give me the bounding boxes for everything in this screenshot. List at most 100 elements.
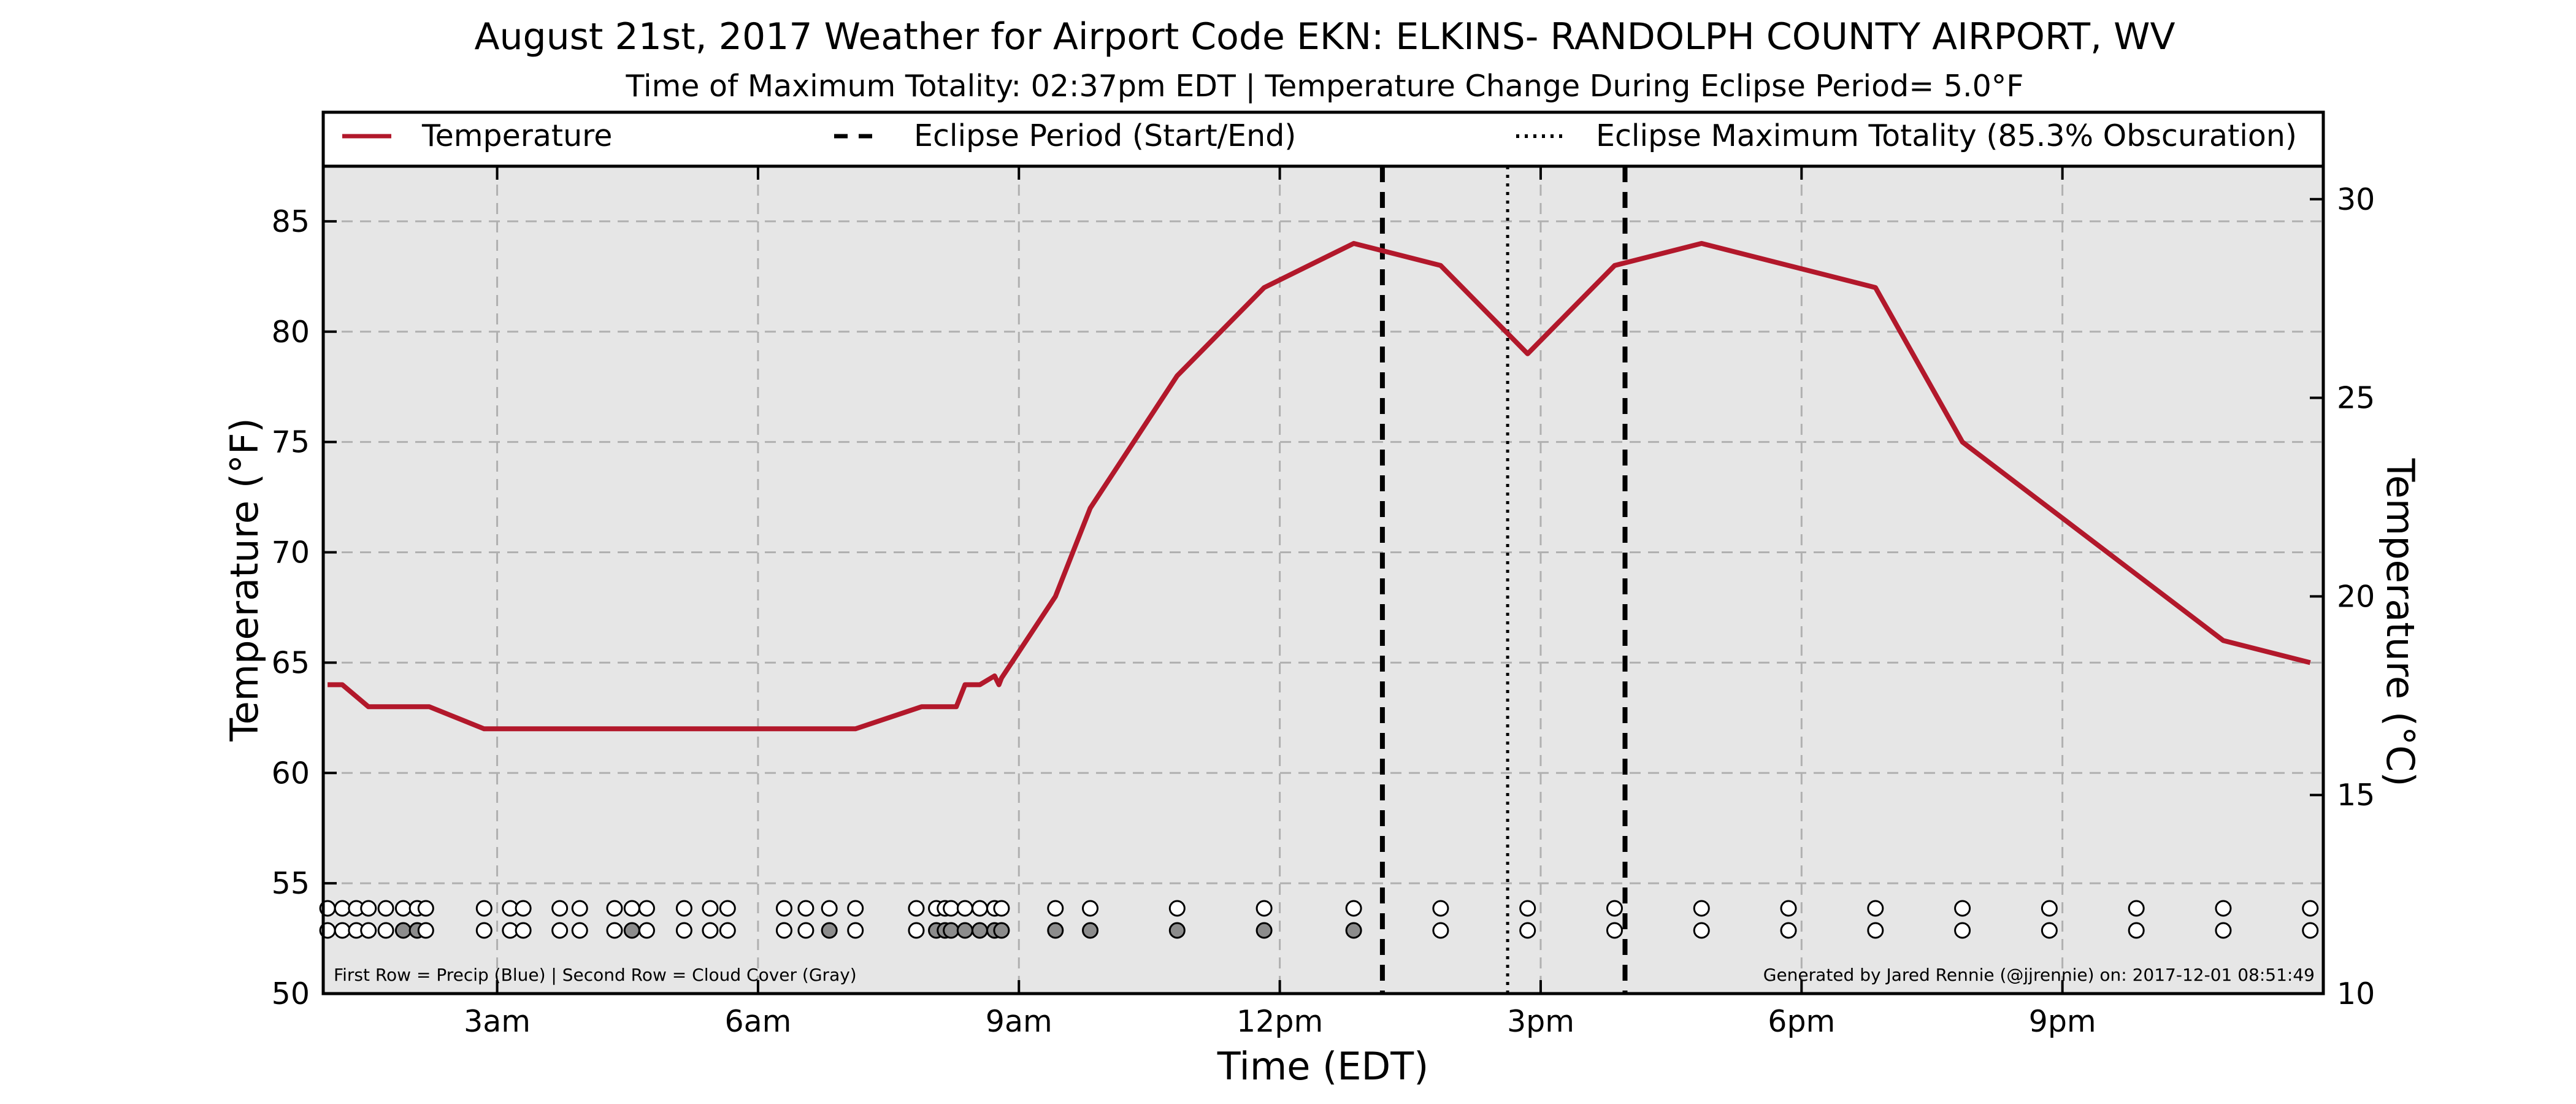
cloud-cover-marker	[1780, 922, 1797, 939]
precip-marker	[1606, 900, 1623, 917]
footnote-right: Generated by Jared Rennie (@jjrennie) on…	[1763, 965, 2315, 985]
cloud-cover-marker	[475, 922, 493, 939]
precip-marker	[606, 900, 623, 917]
cloud-cover-marker	[1255, 922, 1273, 939]
precip-marker	[1867, 900, 1884, 917]
precip-marker	[908, 900, 925, 917]
y-axis-label-right: Temperature (°C)	[2378, 458, 2423, 786]
cloud-cover-marker	[1047, 922, 1064, 939]
precip-marker	[1047, 900, 1064, 917]
cloud-cover-marker	[1432, 922, 1449, 939]
cloud-cover-marker	[2128, 922, 2145, 939]
cloud-cover-marker	[360, 922, 377, 939]
y-tick-label-left: 70	[272, 535, 310, 570]
chart-title: August 21st, 2017 Weather for Airport Co…	[474, 15, 2175, 58]
x-tick-label: 3pm	[1507, 1004, 1574, 1039]
cloud-cover-marker	[623, 922, 640, 939]
legend-temperature-label: Temperature	[421, 118, 612, 153]
precip-marker	[1693, 900, 1710, 917]
temperature-line	[328, 240, 2311, 732]
y-tick-label-left: 80	[272, 315, 310, 350]
precip-marker	[417, 900, 434, 917]
y-tick-label-left: 60	[272, 756, 310, 791]
grid	[323, 166, 2323, 994]
cloud-cover-marker	[1519, 922, 1536, 939]
precip-marker	[515, 900, 532, 917]
precip-marker	[993, 900, 1010, 917]
y-tick-label-left: 75	[272, 425, 310, 460]
plot-area	[323, 166, 2323, 994]
precip-marker	[821, 900, 838, 917]
y-tick-label-left: 65	[272, 645, 310, 680]
cloud-cover-marker	[993, 922, 1010, 939]
cloud-cover-marker	[515, 922, 532, 939]
plot-frame	[321, 164, 2325, 995]
y-axis-label-left: Temperature (°F)	[222, 418, 267, 742]
temperature-series	[328, 240, 2311, 732]
x-tick-label: 9am	[986, 1004, 1052, 1039]
precip-marker	[571, 900, 588, 917]
precip-marker	[971, 900, 988, 917]
cloud-cover-marker	[1082, 922, 1099, 939]
cloud-cover-marker	[377, 922, 394, 939]
cloud-cover-marker	[1345, 922, 1362, 939]
precip-marker	[943, 900, 960, 917]
y-tick-label-left: 85	[272, 204, 310, 239]
cloud-cover-marker	[334, 922, 351, 939]
precip-marker	[847, 900, 864, 917]
precip-marker	[638, 900, 655, 917]
precip-marker	[1168, 900, 1186, 917]
cloud-cover-marker	[2041, 922, 2058, 939]
precip-marker	[1432, 900, 1449, 917]
chart-subtitle: Time of Maximum Totality: 02:37pm EDT | …	[626, 69, 2024, 104]
precip-marker	[360, 900, 377, 917]
cloud-cover-marker	[675, 922, 692, 939]
precip-marker	[675, 900, 692, 917]
y-tick-label-right: 20	[2337, 579, 2375, 614]
cloud-cover-marker	[1168, 922, 1186, 939]
precip-marker	[719, 900, 736, 917]
precip-marker	[551, 900, 569, 917]
cloud-cover-marker	[719, 922, 736, 939]
legend: Temperature Eclipse Period (Start/End) E…	[321, 110, 2325, 168]
cloud-cover-marker	[943, 922, 960, 939]
precip-marker	[1082, 900, 1099, 917]
observation-markers	[319, 900, 2319, 939]
precip-marker	[775, 900, 792, 917]
cloud-cover-marker	[394, 922, 412, 939]
cloud-cover-marker	[956, 922, 973, 939]
legend-frame	[321, 110, 2325, 168]
precip-marker	[377, 900, 394, 917]
precip-marker	[475, 900, 493, 917]
cloud-cover-marker	[821, 922, 838, 939]
precip-marker	[2041, 900, 2058, 917]
x-tick-label: 3am	[464, 1004, 531, 1039]
legend-eclipse-period-label: Eclipse Period (Start/End)	[914, 118, 1296, 153]
precip-marker	[2302, 900, 2319, 917]
x-tick-label: 6am	[724, 1004, 791, 1039]
cloud-cover-marker	[1693, 922, 1710, 939]
precip-marker	[1345, 900, 1362, 917]
cloud-cover-marker	[571, 922, 588, 939]
cloud-cover-marker	[908, 922, 925, 939]
cloud-cover-marker	[797, 922, 815, 939]
x-tick-label: 12pm	[1236, 1004, 1323, 1039]
precip-marker	[394, 900, 412, 917]
precip-marker	[2128, 900, 2145, 917]
cloud-cover-marker	[847, 922, 864, 939]
cloud-cover-marker	[638, 922, 655, 939]
cloud-cover-marker	[417, 922, 434, 939]
eclipse-markers	[1379, 166, 1628, 994]
precip-marker	[623, 900, 640, 917]
precip-marker	[1255, 900, 1273, 917]
precip-marker	[1780, 900, 1797, 917]
cloud-cover-marker	[551, 922, 569, 939]
y-tick-label-right: 15	[2337, 778, 2375, 813]
cloud-cover-marker	[775, 922, 792, 939]
y-tick-label-right: 30	[2337, 182, 2375, 217]
cloud-cover-marker	[2215, 922, 2232, 939]
y-tick-label-left: 55	[272, 866, 310, 901]
cloud-cover-marker	[1606, 922, 1623, 939]
precip-marker	[797, 900, 815, 917]
